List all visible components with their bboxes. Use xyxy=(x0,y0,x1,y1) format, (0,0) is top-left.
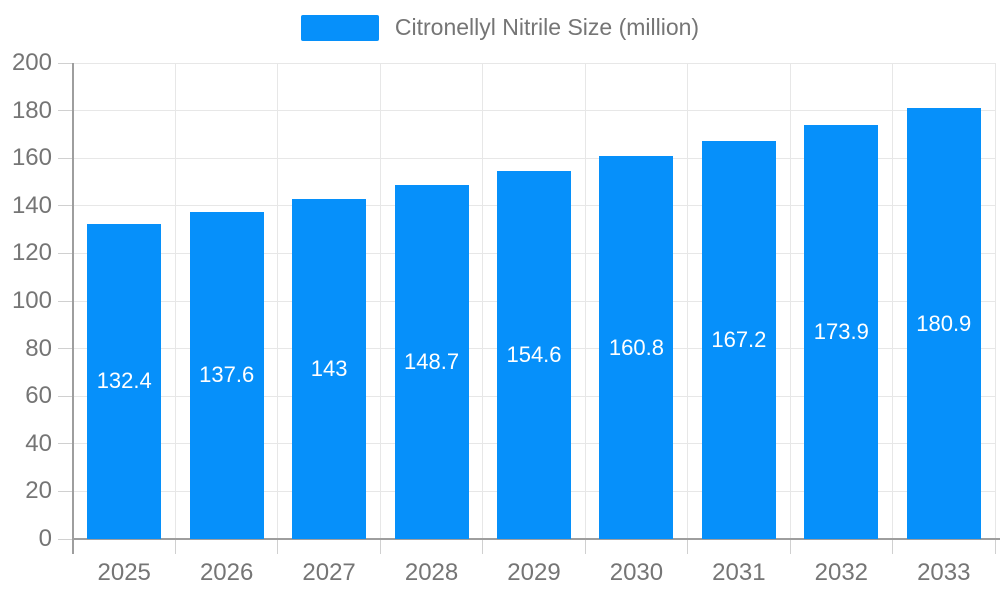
x-tick-label: 2033 xyxy=(917,559,971,586)
y-tick-label: 60 xyxy=(25,382,52,410)
bar-2033[interactable] xyxy=(906,108,981,539)
x-tick-label: 2029 xyxy=(507,559,561,586)
bar-value-label: 167.2 xyxy=(711,327,767,353)
y-axis-tick xyxy=(58,110,73,112)
legend-label: Citronellyl Nitrile Size (million) xyxy=(394,14,700,40)
bar-2031[interactable] xyxy=(701,141,776,539)
h-gridline xyxy=(73,110,995,112)
x-tick-label: 2030 xyxy=(609,559,664,586)
y-tick-label: 120 xyxy=(11,239,52,267)
v-gridline xyxy=(482,63,484,539)
v-gridline xyxy=(277,63,279,539)
x-tick-label: 2031 xyxy=(712,559,766,586)
y-axis-tick xyxy=(58,157,73,159)
bar-2025[interactable] xyxy=(87,223,162,539)
bar-2030[interactable] xyxy=(599,156,674,539)
bar-value-label: 160.8 xyxy=(608,334,664,360)
y-axis-tick xyxy=(58,348,73,350)
h-gridline xyxy=(73,157,995,159)
y-tick-label: 180 xyxy=(11,96,52,124)
legend-item[interactable]: Citronellyl Nitrile Size (million) xyxy=(0,14,1000,41)
x-axis-tick xyxy=(892,539,894,554)
x-tick-label: 2025 xyxy=(97,559,151,586)
y-axis-line xyxy=(72,63,74,554)
v-gridline xyxy=(892,63,894,539)
x-axis-tick xyxy=(482,539,484,554)
y-tick-label: 140 xyxy=(11,191,52,219)
y-axis-tick xyxy=(58,252,73,254)
bar-value-label: 154.6 xyxy=(506,342,562,368)
v-gridline xyxy=(379,63,381,539)
bar-value-label: 173.9 xyxy=(813,319,869,345)
y-tick-label: 160 xyxy=(11,144,52,172)
bar-2029[interactable] xyxy=(497,171,571,539)
bar-value-label: 137.6 xyxy=(199,362,255,388)
bar-value-label: 143 xyxy=(310,355,348,381)
bar-2032[interactable] xyxy=(804,125,879,539)
x-axis-tick xyxy=(584,539,586,554)
y-axis-tick xyxy=(58,300,73,302)
x-axis-tick xyxy=(174,539,176,554)
x-tick-label: 2027 xyxy=(302,559,356,586)
x-axis-line xyxy=(73,538,1000,540)
x-tick-label: 2028 xyxy=(404,559,459,586)
y-axis-tick xyxy=(58,538,73,540)
y-axis-tick xyxy=(58,62,73,64)
x-tick-label: 2026 xyxy=(199,559,254,586)
bar-2026[interactable] xyxy=(189,211,264,539)
x-axis-tick xyxy=(379,539,381,554)
bar-value-label: 180.9 xyxy=(916,310,972,336)
y-axis-tick xyxy=(58,205,73,207)
bar-2028[interactable] xyxy=(394,185,469,539)
bar-value-label: 132.4 xyxy=(96,368,152,394)
v-gridline xyxy=(687,63,689,539)
y-axis-tick xyxy=(58,395,73,397)
y-axis-tick xyxy=(58,443,73,445)
x-axis-tick xyxy=(994,539,996,554)
h-gridline xyxy=(73,62,995,64)
x-axis-tick xyxy=(687,539,689,554)
x-axis-tick xyxy=(789,539,791,554)
legend-swatch xyxy=(300,14,379,41)
y-tick-label: 200 xyxy=(11,49,52,76)
y-tick-label: 80 xyxy=(25,334,52,362)
bar-2027[interactable] xyxy=(292,198,367,539)
y-tick-label: 40 xyxy=(25,429,52,457)
y-axis-tick xyxy=(58,490,73,492)
v-gridline xyxy=(174,63,176,539)
y-tick-label: 20 xyxy=(25,477,52,505)
y-tick-label: 0 xyxy=(38,525,52,552)
v-gridline xyxy=(789,63,791,539)
v-gridline xyxy=(584,63,586,539)
v-gridline xyxy=(994,63,996,539)
x-tick-label: 2032 xyxy=(814,559,869,586)
x-axis-tick xyxy=(277,539,279,554)
y-tick-label: 100 xyxy=(11,287,52,314)
bar-value-label: 148.7 xyxy=(404,349,460,375)
